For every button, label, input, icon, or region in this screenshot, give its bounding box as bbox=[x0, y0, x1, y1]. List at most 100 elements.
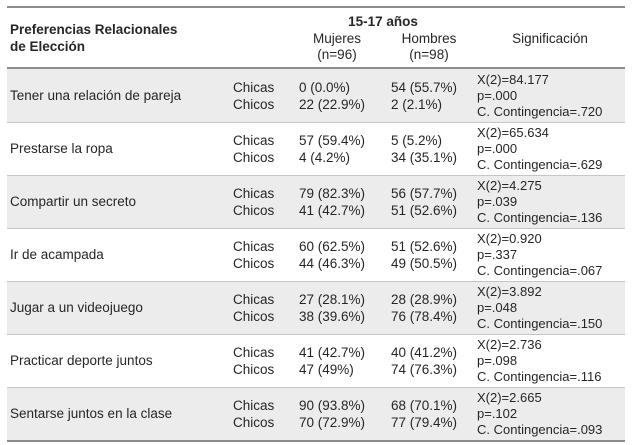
sex-label-chicas: Chicas bbox=[233, 239, 275, 254]
chi-square-value: X(2)=3.892 bbox=[477, 284, 542, 299]
contingency-value: C. Contingencia=.150 bbox=[477, 316, 603, 331]
sex-label-chicos: Chicos bbox=[233, 309, 275, 324]
row-label: Practicar deporte juntos bbox=[10, 353, 153, 368]
hombres-chicas-value: 28 (28.9%) bbox=[391, 292, 458, 307]
hombres-values: 56 (57.7%) 51 (52.6%) bbox=[383, 185, 475, 219]
contingency-value: C. Contingencia=.720 bbox=[477, 103, 603, 119]
sex-label-chicas: Chicas bbox=[233, 345, 275, 360]
mujeres-chicos-value: 41 (42.7%) bbox=[299, 203, 366, 218]
significacion-values: X(2)=65.634 p=.000 C. Contingencia=.629 bbox=[475, 125, 625, 173]
hombres-chicos-value: 34 (35.1%) bbox=[391, 150, 458, 165]
chi-square-value: X(2)=2.736 bbox=[477, 337, 542, 352]
significacion-values: X(2)=2.665 p=.102 C. Contingencia=.093 bbox=[475, 390, 625, 438]
table-header: Preferencias Relacionales de Elección 15… bbox=[7, 8, 625, 69]
sex-labels: Chicas Chicos bbox=[225, 185, 291, 219]
contingency-value: C. Contingencia=.116 bbox=[477, 369, 602, 384]
sex-labels: Chicas Chicos bbox=[225, 79, 291, 113]
hombres-chicos-value: 77 (79.4%) bbox=[391, 415, 458, 430]
table-title-line1: Preferencias Relacionales bbox=[10, 22, 178, 37]
chi-square-value: X(2)=2.665 bbox=[477, 390, 542, 405]
mujeres-values: 41 (42.7%) 47 (49%) bbox=[291, 344, 383, 378]
hombres-values: 40 (41.2%) 74 (76.3%) bbox=[383, 344, 475, 378]
row-label: Tener una relación de pareja bbox=[10, 87, 182, 103]
p-value: p=.039 bbox=[477, 194, 518, 209]
results-table: Preferencias Relacionales de Elección 15… bbox=[7, 6, 625, 442]
chi-square-value: X(2)=84.177 bbox=[477, 71, 549, 87]
mujeres-chicas-value: 27 (28.1%) bbox=[299, 292, 366, 307]
table-row: Prestarse la ropa Chicas Chicos 57 (59.4… bbox=[7, 122, 625, 175]
p-value: p=.000 bbox=[477, 87, 518, 103]
hombres-chicos-value: 51 (52.6%) bbox=[391, 203, 458, 218]
mujeres-chicas-value: 90 (93.8%) bbox=[299, 398, 366, 413]
mujeres-chicos-value: 44 (46.3%) bbox=[299, 256, 366, 271]
table-row: Ir de acampada Chicas Chicos 60 (62.5%) … bbox=[7, 228, 625, 281]
hombres-values: 54 (55.7%) 2 (2.1%) bbox=[383, 79, 475, 113]
hombres-chicas-value: 56 (57.7%) bbox=[391, 186, 458, 201]
sex-labels: Chicas Chicos bbox=[225, 397, 291, 431]
sex-label-chicos: Chicos bbox=[233, 150, 275, 165]
hombres-values: 68 (70.1%) 77 (79.4%) bbox=[383, 397, 475, 431]
hombres-n: (n=98) bbox=[409, 47, 449, 62]
row-label: Compartir un secreto bbox=[10, 194, 137, 209]
mujeres-values: 90 (93.8%) 70 (72.9%) bbox=[291, 397, 383, 431]
chi-square-value: X(2)=0.920 bbox=[477, 231, 542, 246]
contingency-value: C. Contingencia=.093 bbox=[477, 422, 603, 437]
significacion-values: X(2)=0.920 p=.337 C. Contingencia=.067 bbox=[475, 231, 625, 279]
mujeres-values: 79 (82.3%) 41 (42.7%) bbox=[291, 185, 383, 219]
hombres-chicas-value: 51 (52.6%) bbox=[391, 239, 458, 254]
chi-square-value: X(2)=65.634 bbox=[477, 125, 549, 140]
hombres-values: 28 (28.9%) 76 (78.4%) bbox=[383, 291, 475, 325]
table-body: Tener una relación de pareja Chicas Chic… bbox=[7, 69, 625, 440]
p-value: p=.102 bbox=[477, 406, 518, 421]
sex-label-chicas: Chicas bbox=[233, 292, 275, 307]
sex-label-chicos: Chicos bbox=[233, 362, 275, 377]
hombres-chicos-value: 49 (50.5%) bbox=[391, 256, 458, 271]
significacion-header: Significación bbox=[512, 30, 588, 46]
mujeres-chicos-value: 70 (72.9%) bbox=[299, 415, 366, 430]
hombres-values: 51 (52.6%) 49 (50.5%) bbox=[383, 238, 475, 272]
sex-label-chicos: Chicos bbox=[233, 415, 275, 430]
sex-label-chicos: Chicos bbox=[233, 96, 275, 112]
mujeres-chicos-value: 38 (39.6%) bbox=[299, 309, 366, 324]
sex-label-chicas: Chicas bbox=[233, 186, 275, 201]
hombres-chicas-value: 5 (5.2%) bbox=[391, 133, 443, 148]
sex-labels: Chicas Chicos bbox=[225, 238, 291, 272]
p-value: p=.098 bbox=[477, 353, 518, 368]
contingency-value: C. Contingencia=.629 bbox=[477, 157, 603, 172]
mujeres-label: Mujeres bbox=[312, 31, 361, 46]
row-label: Sentarse juntos en la clase bbox=[10, 406, 173, 421]
hombres-chicas-value: 40 (41.2%) bbox=[391, 345, 458, 360]
contingency-value: C. Contingencia=.067 bbox=[477, 263, 603, 278]
sex-label-chicos: Chicos bbox=[233, 256, 275, 271]
significacion-values: X(2)=4.275 p=.039 C. Contingencia=.136 bbox=[475, 178, 625, 226]
table-row: Compartir un secreto Chicas Chicos 79 (8… bbox=[7, 175, 625, 228]
mujeres-values: 57 (59.4%) 4 (4.2%) bbox=[291, 132, 383, 166]
mujeres-chicas-value: 41 (42.7%) bbox=[299, 345, 366, 360]
mujeres-chicos-value: 22 (22.9%) bbox=[299, 96, 366, 112]
mujeres-chicas-value: 60 (62.5%) bbox=[299, 239, 366, 254]
p-value: p=.337 bbox=[477, 247, 518, 262]
sex-label-chicas: Chicas bbox=[233, 398, 275, 413]
mujeres-chicos-value: 4 (4.2%) bbox=[299, 150, 351, 165]
hombres-chicos-value: 74 (76.3%) bbox=[391, 362, 458, 377]
hombres-label: Hombres bbox=[401, 31, 457, 46]
chi-square-value: X(2)=4.275 bbox=[477, 178, 542, 193]
table-row: Tener una relación de pareja Chicas Chic… bbox=[7, 69, 625, 122]
hombres-chicas-value: 54 (55.7%) bbox=[391, 79, 458, 95]
table-title-line2: de Elección bbox=[10, 39, 86, 54]
hombres-chicos-value: 2 (2.1%) bbox=[391, 96, 443, 112]
row-label: Ir de acampada bbox=[10, 247, 104, 262]
sex-label-chicas: Chicas bbox=[233, 133, 275, 148]
table-title: Preferencias Relacionales de Elección bbox=[7, 21, 291, 55]
row-label: Prestarse la ropa bbox=[10, 141, 113, 156]
significacion-values: X(2)=2.736 p=.098 C. Contingencia=.116 bbox=[475, 337, 625, 385]
sex-labels: Chicas Chicos bbox=[225, 291, 291, 325]
hombres-values: 5 (5.2%) 34 (35.1%) bbox=[383, 132, 475, 166]
sex-label-chicas: Chicas bbox=[233, 79, 275, 95]
p-value: p=.048 bbox=[477, 300, 518, 315]
sex-labels: Chicas Chicos bbox=[225, 132, 291, 166]
significacion-values: X(2)=3.892 p=.048 C. Contingencia=.150 bbox=[475, 284, 625, 332]
mujeres-n: (n=96) bbox=[317, 47, 357, 62]
mujeres-chicas-value: 79 (82.3%) bbox=[299, 186, 366, 201]
table-row: Jugar a un videojuego Chicas Chicos 27 (… bbox=[7, 281, 625, 334]
